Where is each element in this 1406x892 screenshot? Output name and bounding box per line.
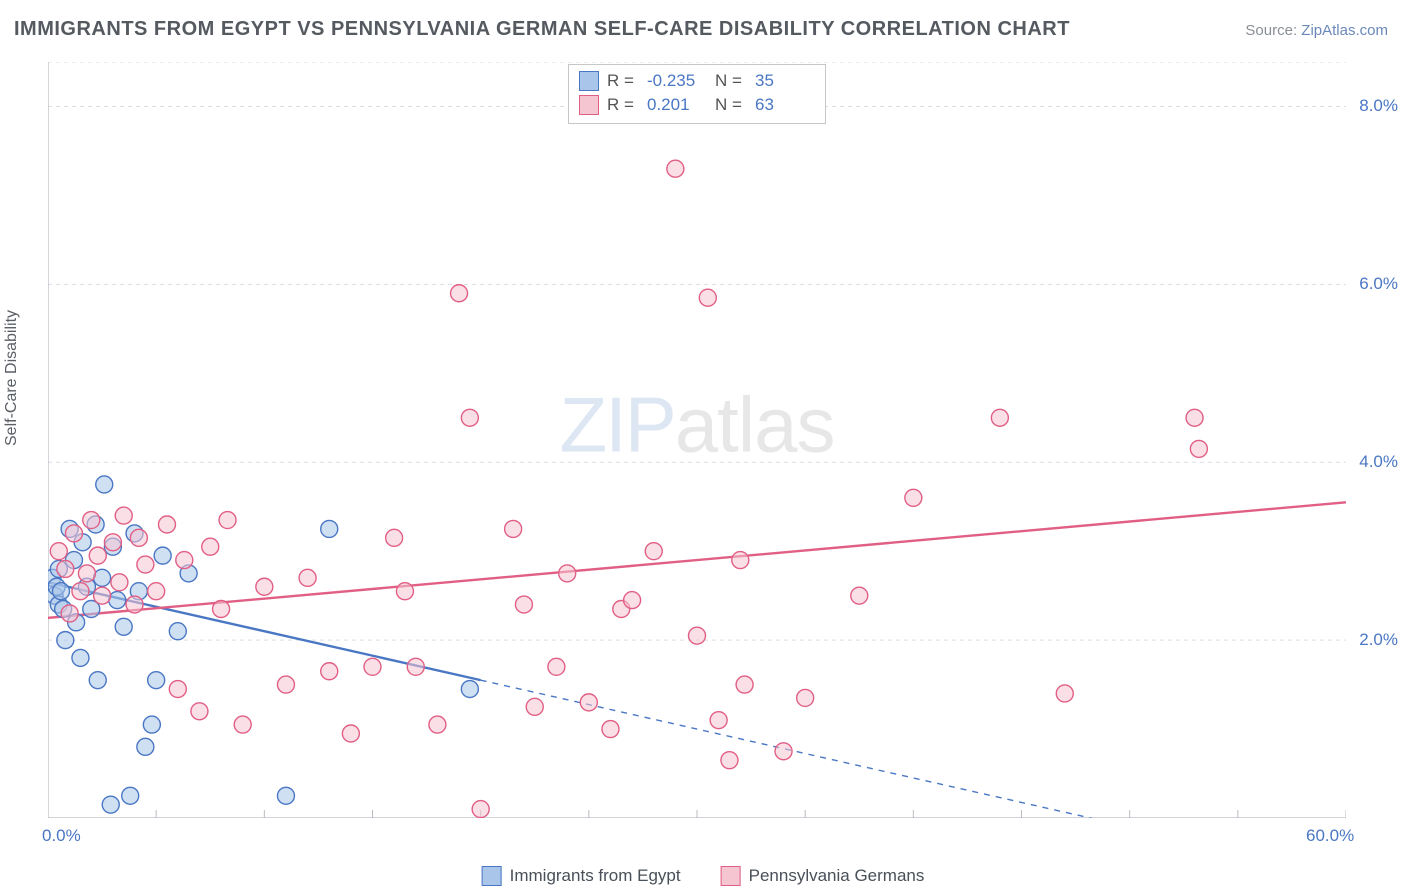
stats-row-egypt: R = -0.235 N = 35	[579, 69, 815, 93]
scatter-plot: ZIPatlas R = -0.235 N = 35 R = 0.201 N =…	[48, 62, 1346, 818]
source-label: Source:	[1245, 22, 1301, 39]
n-label: N =	[715, 69, 747, 93]
y-tick: 6.0%	[1359, 274, 1398, 294]
y-tick: 4.0%	[1359, 452, 1398, 472]
source-credit: Source: ZipAtlas.com	[1245, 22, 1388, 39]
r-label: R =	[607, 93, 639, 117]
source-link[interactable]: ZipAtlas.com	[1301, 22, 1388, 39]
swatch-pink	[579, 95, 599, 115]
stats-legend: R = -0.235 N = 35 R = 0.201 N = 63	[568, 64, 826, 124]
n-label: N =	[715, 93, 747, 117]
legend-label-pagerman: Pennsylvania Germans	[749, 866, 925, 886]
y-tick: 2.0%	[1359, 630, 1398, 650]
legend-item-egypt: Immigrants from Egypt	[482, 866, 681, 886]
legend-item-pagerman: Pennsylvania Germans	[721, 866, 925, 886]
swatch-pink	[721, 866, 741, 886]
y-axis-label: Self-Care Disability	[3, 310, 21, 446]
n-value-egypt: 35	[755, 69, 815, 93]
x-tick: 0.0%	[42, 826, 81, 846]
series-legend: Immigrants from Egypt Pennsylvania Germa…	[482, 866, 925, 886]
stats-row-pagerman: R = 0.201 N = 63	[579, 93, 815, 117]
r-label: R =	[607, 69, 639, 93]
swatch-blue	[482, 866, 502, 886]
y-tick: 8.0%	[1359, 96, 1398, 116]
chart-title: IMMIGRANTS FROM EGYPT VS PENNSYLVANIA GE…	[14, 18, 1070, 41]
swatch-blue	[579, 71, 599, 91]
r-value-pagerman: 0.201	[647, 93, 707, 117]
r-value-egypt: -0.235	[647, 69, 707, 93]
legend-label-egypt: Immigrants from Egypt	[510, 866, 681, 886]
plot-svg	[48, 62, 1346, 818]
x-tick: 60.0%	[1306, 826, 1354, 846]
n-value-pagerman: 63	[755, 93, 815, 117]
